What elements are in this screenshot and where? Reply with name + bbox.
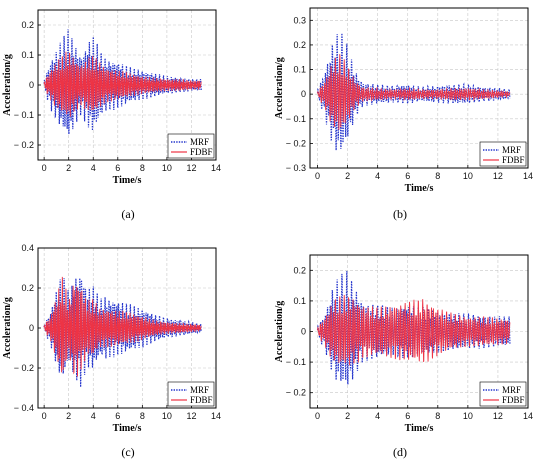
y-tick-label: − 0.2	[286, 388, 306, 398]
series-line-mrf	[316, 271, 511, 385]
x-tick-label: 10	[162, 411, 172, 421]
x-tick-label: 14	[211, 411, 221, 421]
chart-panel-b: 0 2 4 6 8 10 12 14 − 0.3 − 0.2 − 0.1 0 0.1 0.2 0.3 Time…	[274, 7, 533, 221]
x-tick-label: 0	[315, 171, 320, 181]
x-tick-label: 4	[91, 411, 96, 421]
plot-frame	[309, 7, 529, 169]
x-tick-label: 0	[42, 411, 47, 421]
y-tick-label: 0.3	[293, 15, 306, 25]
y-tick-label: 0.1	[21, 50, 34, 60]
x-tick-label: 12	[493, 411, 503, 421]
legend-label-fdbf: FDBF	[190, 147, 213, 157]
x-tick-label: 10	[162, 163, 172, 173]
y-tick-label: 0	[29, 80, 34, 90]
series-line-fdbf	[43, 276, 202, 377]
chart-panel-a: 0 2 4 6 8 10 12 14 − 0.2 − 0.1 0 0.1 0.2 Time/s Accele…	[2, 9, 221, 221]
series-line-fdbf	[317, 294, 511, 366]
y-tick-label: 0.2	[293, 40, 306, 50]
panel-caption: (a)	[121, 207, 134, 221]
y-tick-label: − 0.2	[14, 140, 34, 150]
chart-panel-d: 0 2 4 6 8 10 12 14 − 0.2 − 0.1 0 0.1 0.2 Time/s Accele…	[274, 254, 533, 459]
x-tick-label: 2	[345, 171, 350, 181]
x-axis-label: Time/s	[113, 175, 142, 186]
legend-label-fdbf: FDBF	[190, 395, 213, 405]
y-tick-label: − 0.2	[286, 138, 306, 148]
y-tick-label: − 0.1	[286, 114, 306, 124]
x-tick-label: 6	[115, 163, 120, 173]
y-tick-label: 0.4	[21, 243, 34, 253]
x-tick-label: 6	[405, 171, 410, 181]
y-axis-label: Acceleration/g	[2, 54, 13, 116]
legend-box	[167, 133, 215, 159]
panel-caption: (b)	[393, 207, 407, 221]
y-tick-label: 0.1	[293, 296, 306, 306]
x-tick-label: 8	[435, 171, 440, 181]
series-line-fdbf	[317, 54, 511, 130]
panel-caption: (c)	[121, 445, 134, 459]
y-tick-label: 0.2	[21, 283, 34, 293]
x-tick-label: 14	[523, 411, 533, 421]
y-tick-label: 0	[29, 323, 34, 333]
legend-label-mrf: MRF	[190, 385, 209, 395]
y-tick-label: − 0.1	[286, 357, 306, 367]
x-tick-label: 12	[493, 171, 503, 181]
y-tick-label: − 0.1	[14, 110, 34, 120]
x-tick-label: 8	[140, 163, 145, 173]
legend-box	[479, 141, 527, 167]
y-tick-label: 0.1	[293, 65, 306, 75]
y-tick-label: 0	[301, 89, 306, 99]
x-tick-label: 8	[435, 411, 440, 421]
y-axis-label: Acceleration/g	[2, 297, 13, 359]
x-tick-label: 8	[140, 411, 145, 421]
panel-caption: (d)	[393, 445, 407, 459]
y-axis-label: Acceleration/g	[274, 301, 285, 363]
x-tick-label: 0	[42, 163, 47, 173]
legend-label-mrf: MRF	[502, 385, 521, 395]
x-tick-label: 14	[211, 163, 221, 173]
x-tick-label: 10	[463, 171, 473, 181]
y-tick-label: − 0.3	[286, 163, 306, 173]
x-tick-label: 14	[523, 171, 533, 181]
x-axis-label: Time/s	[113, 423, 142, 434]
legend-label-fdbf: FDBF	[502, 395, 525, 405]
y-axis-label: Acceleration/g	[274, 57, 285, 119]
x-tick-label: 4	[375, 411, 380, 421]
x-axis-label: Time/s	[405, 423, 434, 434]
x-tick-label: 12	[186, 411, 196, 421]
x-tick-label: 6	[115, 411, 120, 421]
series-line-fdbf	[43, 51, 202, 117]
x-tick-label: 0	[315, 411, 320, 421]
x-axis-label: Time/s	[405, 183, 434, 194]
x-tick-label: 2	[66, 411, 71, 421]
legend-label-mrf: MRF	[190, 137, 209, 147]
series-line-mrf	[43, 277, 202, 388]
legend-box	[479, 381, 527, 407]
y-tick-label: 0.2	[21, 20, 34, 30]
y-tick-label: 0.2	[293, 265, 306, 275]
x-tick-label: 12	[186, 163, 196, 173]
y-tick-label: 0	[301, 327, 306, 337]
chart-panel-c: 0 2 4 6 8 10 12 14 − 0.4 − 0.2 0 0.2 0.4 Time/s Accele…	[2, 243, 221, 459]
x-tick-label: 6	[405, 411, 410, 421]
legend-label-mrf: MRF	[502, 145, 521, 155]
y-tick-label: − 0.4	[14, 403, 34, 413]
legend-box	[167, 381, 215, 407]
x-tick-label: 4	[91, 163, 96, 173]
y-tick-label: − 0.2	[14, 363, 34, 373]
x-tick-label: 2	[66, 163, 71, 173]
x-tick-label: 4	[375, 171, 380, 181]
series-line-mrf	[316, 33, 511, 151]
series-line-mrf	[43, 29, 202, 135]
legend-label-fdbf: FDBF	[502, 155, 525, 165]
x-tick-label: 10	[463, 411, 473, 421]
x-tick-label: 2	[345, 411, 350, 421]
